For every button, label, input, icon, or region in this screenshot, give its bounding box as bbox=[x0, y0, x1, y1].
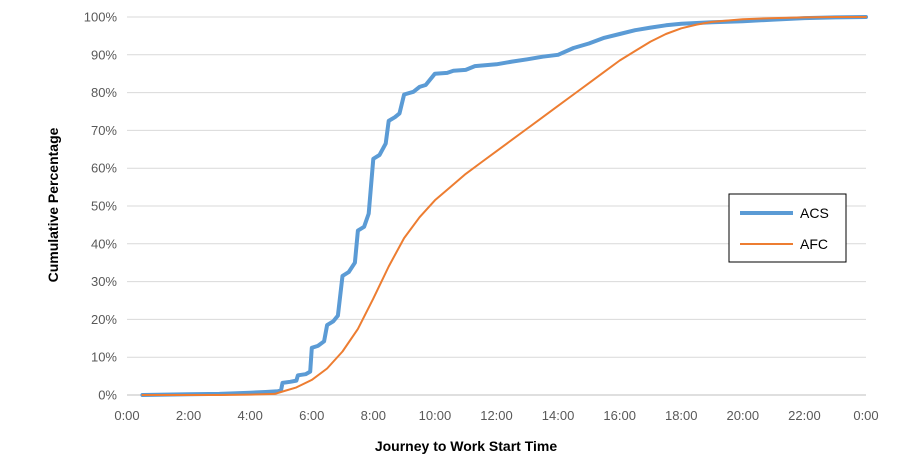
y-tick-label: 100% bbox=[84, 10, 118, 25]
x-axis-title: Journey to Work Start Time bbox=[375, 438, 558, 454]
series-layer bbox=[140, 15, 868, 397]
y-tick-label: 70% bbox=[91, 123, 117, 138]
x-tick-label: 0:00 bbox=[853, 408, 878, 423]
x-tick-label: 16:00 bbox=[603, 408, 636, 423]
legend-label-acs: ACS bbox=[800, 205, 829, 221]
y-tick-label: 40% bbox=[91, 236, 117, 251]
x-tick-label: 12:00 bbox=[480, 408, 513, 423]
legend-label-afc: AFC bbox=[800, 236, 828, 252]
x-tick-label: 6:00 bbox=[299, 408, 324, 423]
grid-layer bbox=[127, 16, 866, 396]
x-tick-label: 22:00 bbox=[788, 408, 821, 423]
x-tick-labels: 0:00 2:00 4:00 6:00 8:00 10:00 12:00 14:00 16:00… bbox=[114, 408, 878, 423]
y-tick-label: 10% bbox=[91, 350, 117, 365]
y-tick-label: 30% bbox=[91, 274, 117, 289]
y-tick-label: 50% bbox=[91, 199, 117, 214]
x-tick-label: 0:00 bbox=[114, 408, 139, 423]
series-line-afc bbox=[141, 16, 867, 396]
x-tick-label: 2:00 bbox=[176, 408, 201, 423]
x-tick-label: 18:00 bbox=[665, 408, 698, 423]
x-tick-label: 8:00 bbox=[361, 408, 386, 423]
x-tick-label: 14:00 bbox=[542, 408, 575, 423]
x-tick-label: 20:00 bbox=[727, 408, 760, 423]
x-tick-label: 4:00 bbox=[238, 408, 263, 423]
y-tick-label: 60% bbox=[91, 161, 117, 176]
y-tick-label: 0% bbox=[98, 388, 117, 403]
legend-box bbox=[728, 193, 847, 263]
y-tick-label: 80% bbox=[91, 85, 117, 100]
series-line-acs bbox=[140, 15, 868, 397]
y-tick-label: 20% bbox=[91, 312, 117, 327]
legend: ACS AFC bbox=[728, 193, 847, 263]
y-axis-title: Cumulative Percentage bbox=[45, 127, 61, 282]
y-tick-label: 90% bbox=[91, 47, 117, 62]
y-tick-labels: 0% 10% 20% 30% 40% 50% 60% 70% 80% 90% 100% bbox=[84, 10, 118, 403]
x-tick-label: 10:00 bbox=[419, 408, 452, 423]
